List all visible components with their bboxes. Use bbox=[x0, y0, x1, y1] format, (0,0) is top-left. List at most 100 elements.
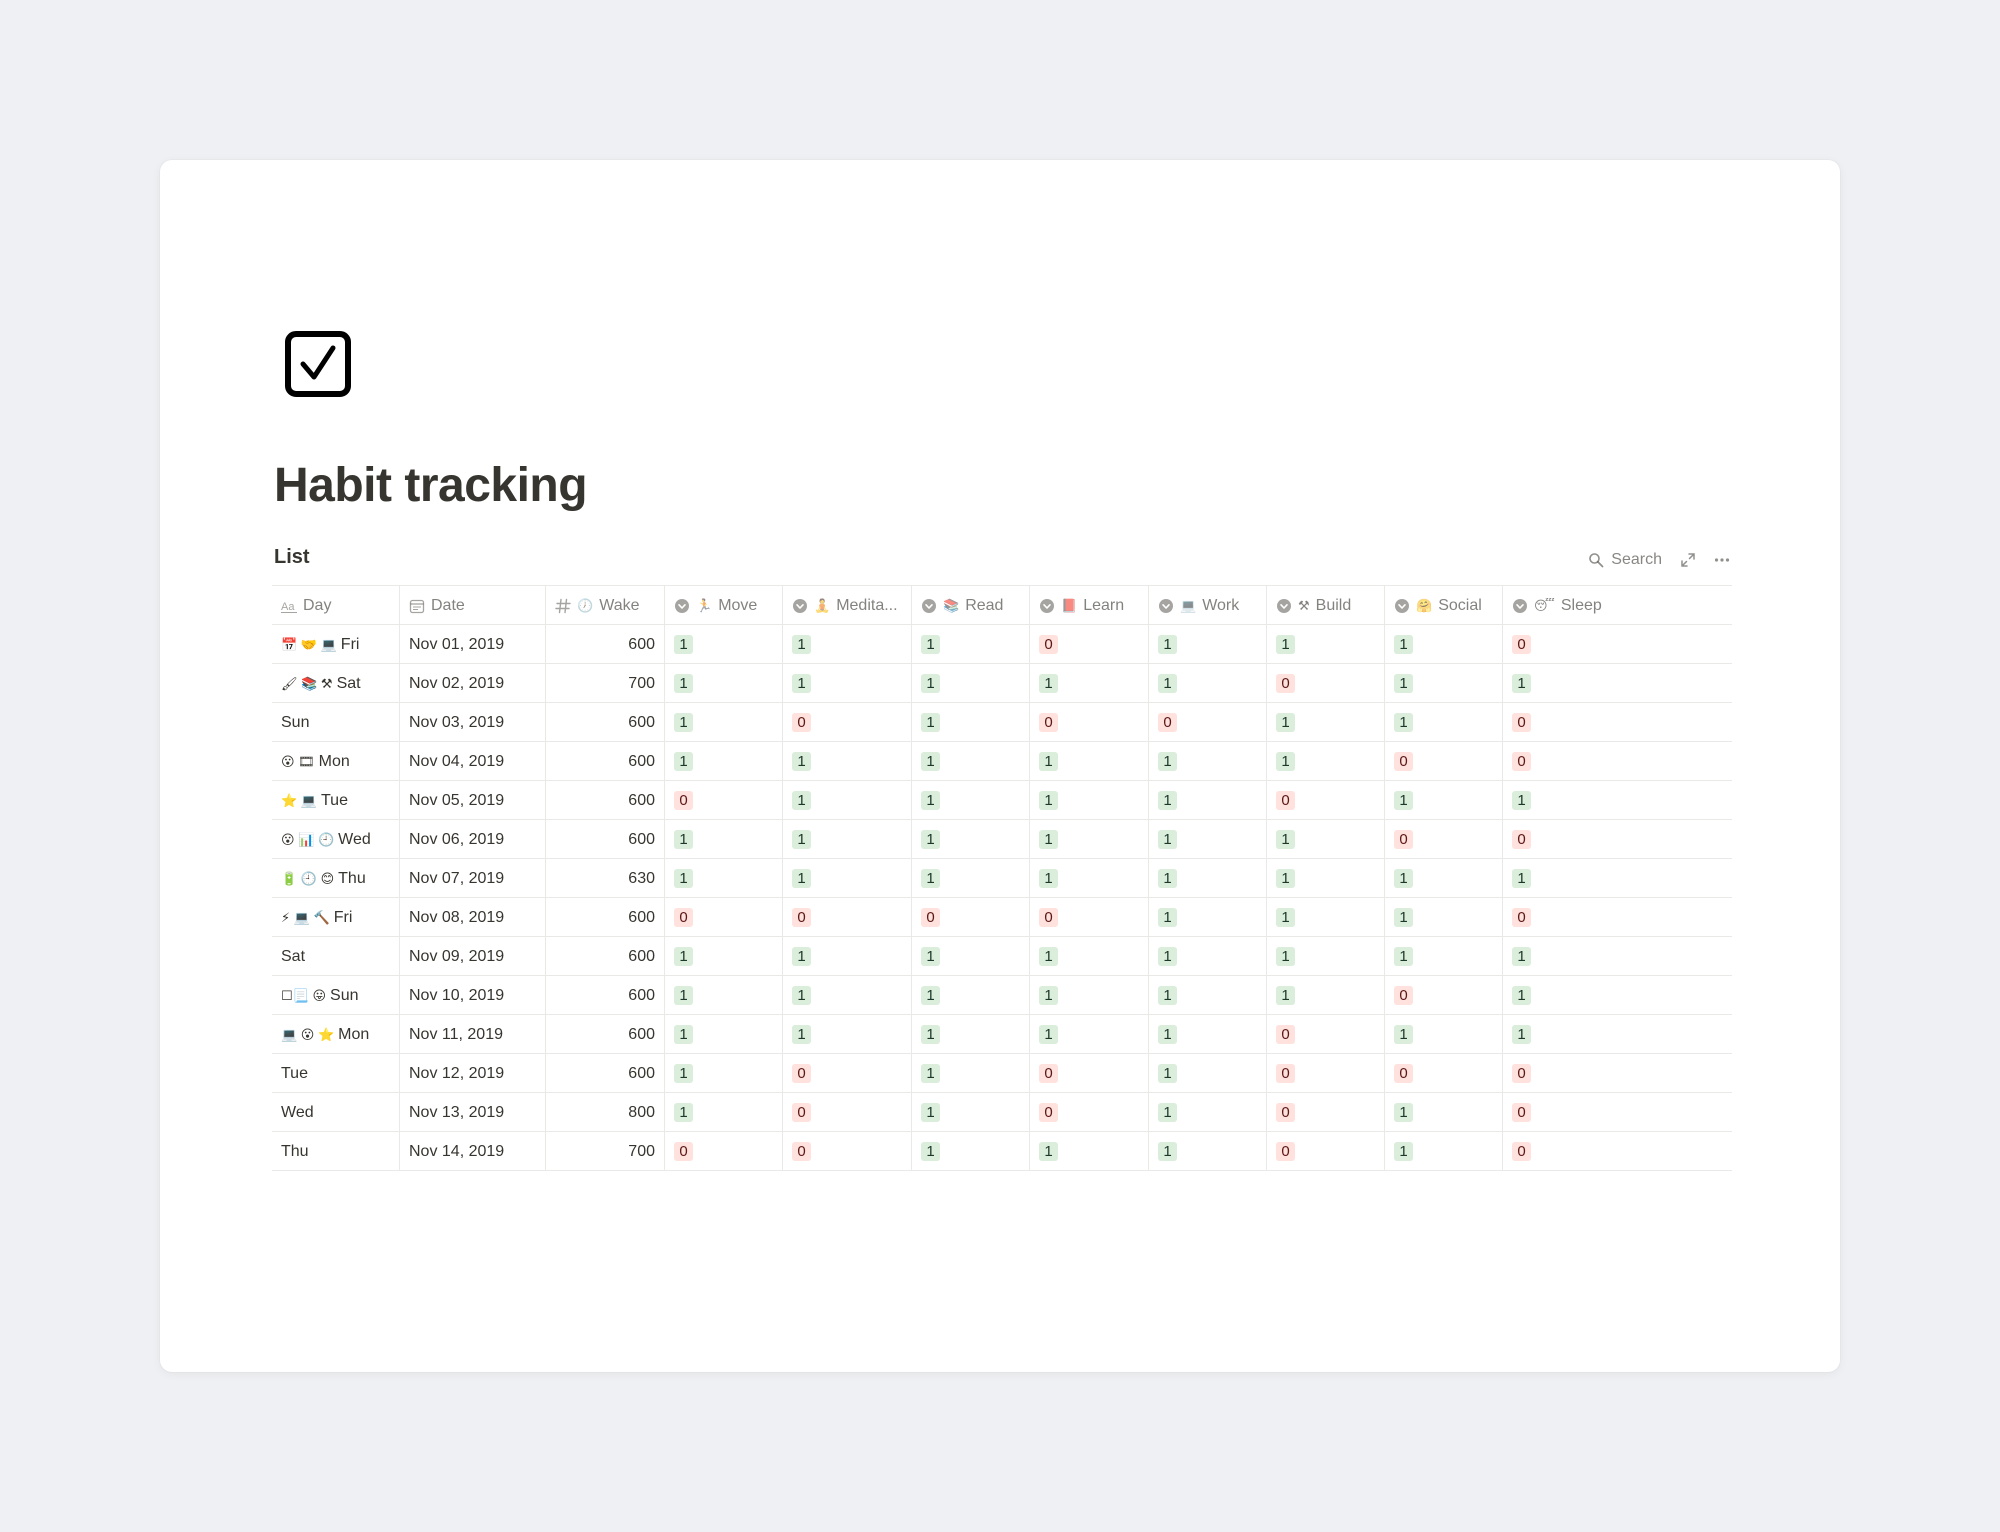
habit-cell[interactable]: 1 bbox=[783, 820, 912, 859]
habit-tag[interactable]: 1 bbox=[792, 947, 811, 966]
habit-cell[interactable]: 0 bbox=[912, 898, 1030, 937]
habit-cell[interactable]: 1 bbox=[665, 1015, 783, 1054]
habit-cell[interactable]: 1 bbox=[912, 1054, 1030, 1093]
habit-cell[interactable]: 0 bbox=[1385, 1054, 1503, 1093]
habit-tag[interactable]: 1 bbox=[1039, 674, 1058, 693]
habit-tag[interactable]: 1 bbox=[1276, 869, 1295, 888]
habit-cell[interactable]: 1 bbox=[783, 664, 912, 703]
column-header-medita[interactable]: 🧘 Medita... bbox=[783, 586, 912, 625]
day-cell[interactable]: 🔋 🕘 😊 Thu bbox=[272, 859, 400, 898]
wake-cell[interactable]: 700 bbox=[546, 664, 665, 703]
column-header-social[interactable]: 🤗 Social bbox=[1385, 586, 1503, 625]
habit-tag[interactable]: 1 bbox=[1276, 830, 1295, 849]
date-cell[interactable]: Nov 08, 2019 bbox=[400, 898, 546, 937]
date-cell[interactable]: Nov 03, 2019 bbox=[400, 703, 546, 742]
habit-cell[interactable]: 1 bbox=[1149, 1015, 1267, 1054]
habit-tag[interactable]: 0 bbox=[1394, 752, 1413, 771]
habit-tag[interactable]: 1 bbox=[921, 674, 940, 693]
habit-cell[interactable]: 1 bbox=[665, 664, 783, 703]
habit-tag[interactable]: 0 bbox=[792, 1103, 811, 1122]
habit-tag[interactable]: 1 bbox=[1158, 869, 1177, 888]
table-row[interactable]: Sat Nov 09, 2019 600 1 1 1 1 1 1 1 1 bbox=[272, 937, 1732, 976]
habit-tag[interactable]: 1 bbox=[1276, 986, 1295, 1005]
day-cell[interactable]: 😮 📊 🕘 Wed bbox=[272, 820, 400, 859]
habit-cell[interactable]: 1 bbox=[1385, 664, 1503, 703]
habit-tag[interactable]: 1 bbox=[674, 635, 693, 654]
habit-cell[interactable]: 1 bbox=[1149, 1093, 1267, 1132]
habit-cell[interactable]: 1 bbox=[912, 1015, 1030, 1054]
habit-cell[interactable]: 1 bbox=[1267, 859, 1385, 898]
date-cell[interactable]: Nov 10, 2019 bbox=[400, 976, 546, 1015]
habit-cell[interactable]: 1 bbox=[1149, 1054, 1267, 1093]
habit-tag[interactable]: 1 bbox=[1394, 1103, 1413, 1122]
table-row[interactable]: Wed Nov 13, 2019 800 1 0 1 0 1 0 1 0 bbox=[272, 1093, 1732, 1132]
table-row[interactable]: 😮 🎞 Mon Nov 04, 2019 600 1 1 1 1 1 1 0 0 bbox=[272, 742, 1732, 781]
habit-tag[interactable]: 1 bbox=[1276, 947, 1295, 966]
habit-cell[interactable]: 0 bbox=[665, 898, 783, 937]
habit-tag[interactable]: 1 bbox=[674, 674, 693, 693]
habit-tag[interactable]: 1 bbox=[921, 752, 940, 771]
habit-tag[interactable]: 1 bbox=[1039, 986, 1058, 1005]
habit-tag[interactable]: 1 bbox=[792, 869, 811, 888]
habit-cell[interactable]: 1 bbox=[665, 937, 783, 976]
habit-tag[interactable]: 0 bbox=[1394, 830, 1413, 849]
habit-cell[interactable]: 1 bbox=[912, 820, 1030, 859]
date-cell[interactable]: Nov 11, 2019 bbox=[400, 1015, 546, 1054]
habit-cell[interactable]: 1 bbox=[1385, 625, 1503, 664]
date-cell[interactable]: Nov 05, 2019 bbox=[400, 781, 546, 820]
day-cell[interactable]: Wed bbox=[272, 1093, 400, 1132]
habit-cell[interactable]: 1 bbox=[1030, 781, 1149, 820]
habit-cell[interactable]: 1 bbox=[783, 1015, 912, 1054]
habit-cell[interactable]: 1 bbox=[783, 937, 912, 976]
search-button[interactable]: Search bbox=[1588, 551, 1662, 569]
habit-cell[interactable]: 1 bbox=[1503, 859, 1732, 898]
habit-cell[interactable]: 1 bbox=[665, 859, 783, 898]
table-row[interactable]: ☐📃 😛 Sun Nov 10, 2019 600 1 1 1 1 1 1 0 1 bbox=[272, 976, 1732, 1015]
habit-cell[interactable]: 1 bbox=[1267, 703, 1385, 742]
habit-cell[interactable]: 0 bbox=[665, 781, 783, 820]
habit-tag[interactable]: 1 bbox=[1394, 1142, 1413, 1161]
date-cell[interactable]: Nov 09, 2019 bbox=[400, 937, 546, 976]
column-header-work[interactable]: 💻 Work bbox=[1149, 586, 1267, 625]
habit-tag[interactable]: 1 bbox=[1276, 908, 1295, 927]
day-cell[interactable]: 🖌 📚 ⚒ Sat bbox=[272, 664, 400, 703]
date-cell[interactable]: Nov 06, 2019 bbox=[400, 820, 546, 859]
date-cell[interactable]: Nov 04, 2019 bbox=[400, 742, 546, 781]
column-header-wake[interactable]: 🕖 Wake bbox=[546, 586, 665, 625]
habit-tag[interactable]: 0 bbox=[674, 791, 693, 810]
habit-tag[interactable]: 1 bbox=[1394, 869, 1413, 888]
habit-tag[interactable]: 1 bbox=[792, 791, 811, 810]
habit-cell[interactable]: 1 bbox=[1149, 859, 1267, 898]
day-cell[interactable]: 📅 🤝 💻 Fri bbox=[272, 625, 400, 664]
habit-tag[interactable]: 0 bbox=[1276, 674, 1295, 693]
habit-cell[interactable]: 1 bbox=[1149, 820, 1267, 859]
habit-tag[interactable]: 0 bbox=[921, 908, 940, 927]
habit-cell[interactable]: 1 bbox=[1030, 1015, 1149, 1054]
habit-tag[interactable]: 1 bbox=[1394, 674, 1413, 693]
habit-tag[interactable]: 1 bbox=[921, 830, 940, 849]
habit-cell[interactable]: 1 bbox=[1385, 898, 1503, 937]
habit-cell[interactable]: 1 bbox=[665, 742, 783, 781]
habit-tag[interactable]: 0 bbox=[1276, 791, 1295, 810]
habit-cell[interactable]: 1 bbox=[1030, 742, 1149, 781]
habit-cell[interactable]: 1 bbox=[1149, 781, 1267, 820]
habit-cell[interactable]: 0 bbox=[1267, 1093, 1385, 1132]
habit-cell[interactable]: 1 bbox=[1267, 898, 1385, 937]
wake-cell[interactable]: 600 bbox=[546, 976, 665, 1015]
habit-cell[interactable]: 1 bbox=[1030, 1132, 1149, 1171]
table-row[interactable]: 🔋 🕘 😊 Thu Nov 07, 2019 630 1 1 1 1 1 1 1 1 bbox=[272, 859, 1732, 898]
habit-tag[interactable]: 0 bbox=[1276, 1142, 1295, 1161]
wake-cell[interactable]: 600 bbox=[546, 625, 665, 664]
habit-tag[interactable]: 1 bbox=[1276, 635, 1295, 654]
habit-tag[interactable]: 1 bbox=[1394, 908, 1413, 927]
wake-cell[interactable]: 600 bbox=[546, 820, 665, 859]
habit-tag[interactable]: 1 bbox=[921, 791, 940, 810]
habit-tag[interactable]: 1 bbox=[1039, 752, 1058, 771]
habit-tag[interactable]: 0 bbox=[1512, 1064, 1531, 1083]
table-row[interactable]: 📅 🤝 💻 Fri Nov 01, 2019 600 1 1 1 0 1 1 1 0 bbox=[272, 625, 1732, 664]
habit-cell[interactable]: 1 bbox=[1149, 937, 1267, 976]
habit-tag[interactable]: 1 bbox=[1158, 635, 1177, 654]
habit-tag[interactable]: 1 bbox=[674, 1025, 693, 1044]
habit-tag[interactable]: 0 bbox=[1276, 1064, 1295, 1083]
habit-tag[interactable]: 1 bbox=[1512, 947, 1531, 966]
